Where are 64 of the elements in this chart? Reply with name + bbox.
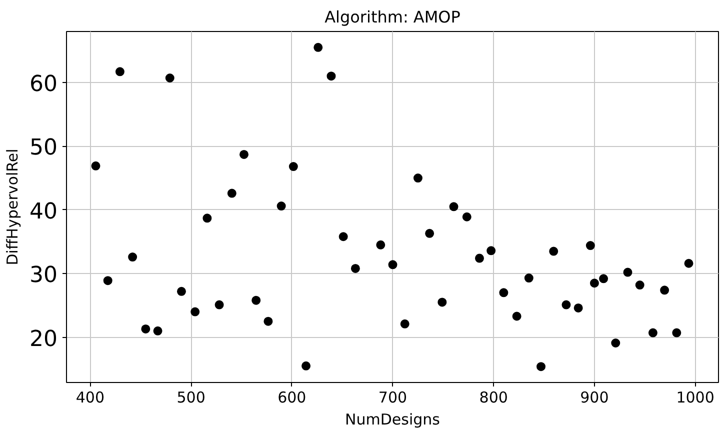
point <box>91 161 100 170</box>
point <box>413 174 422 183</box>
point <box>586 241 595 250</box>
point <box>449 202 458 212</box>
point <box>128 252 138 262</box>
point <box>562 300 571 310</box>
point <box>425 228 434 238</box>
point <box>276 202 286 211</box>
point <box>165 74 174 82</box>
x-tick-label: 600 <box>278 388 306 406</box>
y-tick-label: 50 <box>30 136 58 161</box>
point <box>611 338 620 348</box>
point <box>227 188 236 198</box>
point <box>400 319 410 328</box>
point <box>190 307 200 316</box>
point <box>202 214 212 223</box>
x-tick-label: 800 <box>479 388 508 406</box>
point <box>288 162 298 172</box>
point <box>176 286 186 296</box>
point <box>684 258 694 268</box>
x-tick-label: 1000 <box>676 388 714 406</box>
point <box>239 150 248 159</box>
point <box>438 298 447 307</box>
point <box>672 328 682 338</box>
point <box>388 260 398 270</box>
point <box>599 274 608 284</box>
point <box>474 254 484 263</box>
point <box>623 268 632 277</box>
point <box>590 278 599 288</box>
y-tick-label: 60 <box>30 72 58 97</box>
point <box>153 326 162 336</box>
point <box>512 312 522 321</box>
point <box>326 72 336 81</box>
point <box>524 274 534 283</box>
point <box>350 264 360 273</box>
point <box>376 240 386 250</box>
x-axis-title: NumDesigns <box>345 410 440 428</box>
y-tick-label: 30 <box>30 263 58 288</box>
point <box>302 361 311 370</box>
point <box>214 300 224 310</box>
y-tick-label: 40 <box>30 199 58 224</box>
point <box>635 280 644 290</box>
point <box>252 296 261 305</box>
point <box>462 212 472 222</box>
point <box>660 286 670 295</box>
point <box>574 303 583 312</box>
x-tick-label: 700 <box>378 388 408 406</box>
point <box>141 324 150 334</box>
point <box>338 232 348 242</box>
y-tick-label: 20 <box>30 326 58 352</box>
point <box>115 67 124 76</box>
x-tick-label: 400 <box>76 388 105 406</box>
chart-title: Algorithm: AMOP <box>324 8 461 26</box>
x-tick-label: 900 <box>580 388 609 406</box>
point <box>499 288 508 298</box>
point <box>549 246 558 256</box>
y-axis-title: DiffHypervolRel <box>4 148 22 266</box>
point <box>264 316 273 326</box>
x-tick-label: 500 <box>176 388 206 406</box>
point <box>314 42 323 52</box>
point <box>648 328 658 338</box>
point <box>103 276 112 286</box>
point <box>536 362 546 372</box>
point <box>486 246 496 256</box>
